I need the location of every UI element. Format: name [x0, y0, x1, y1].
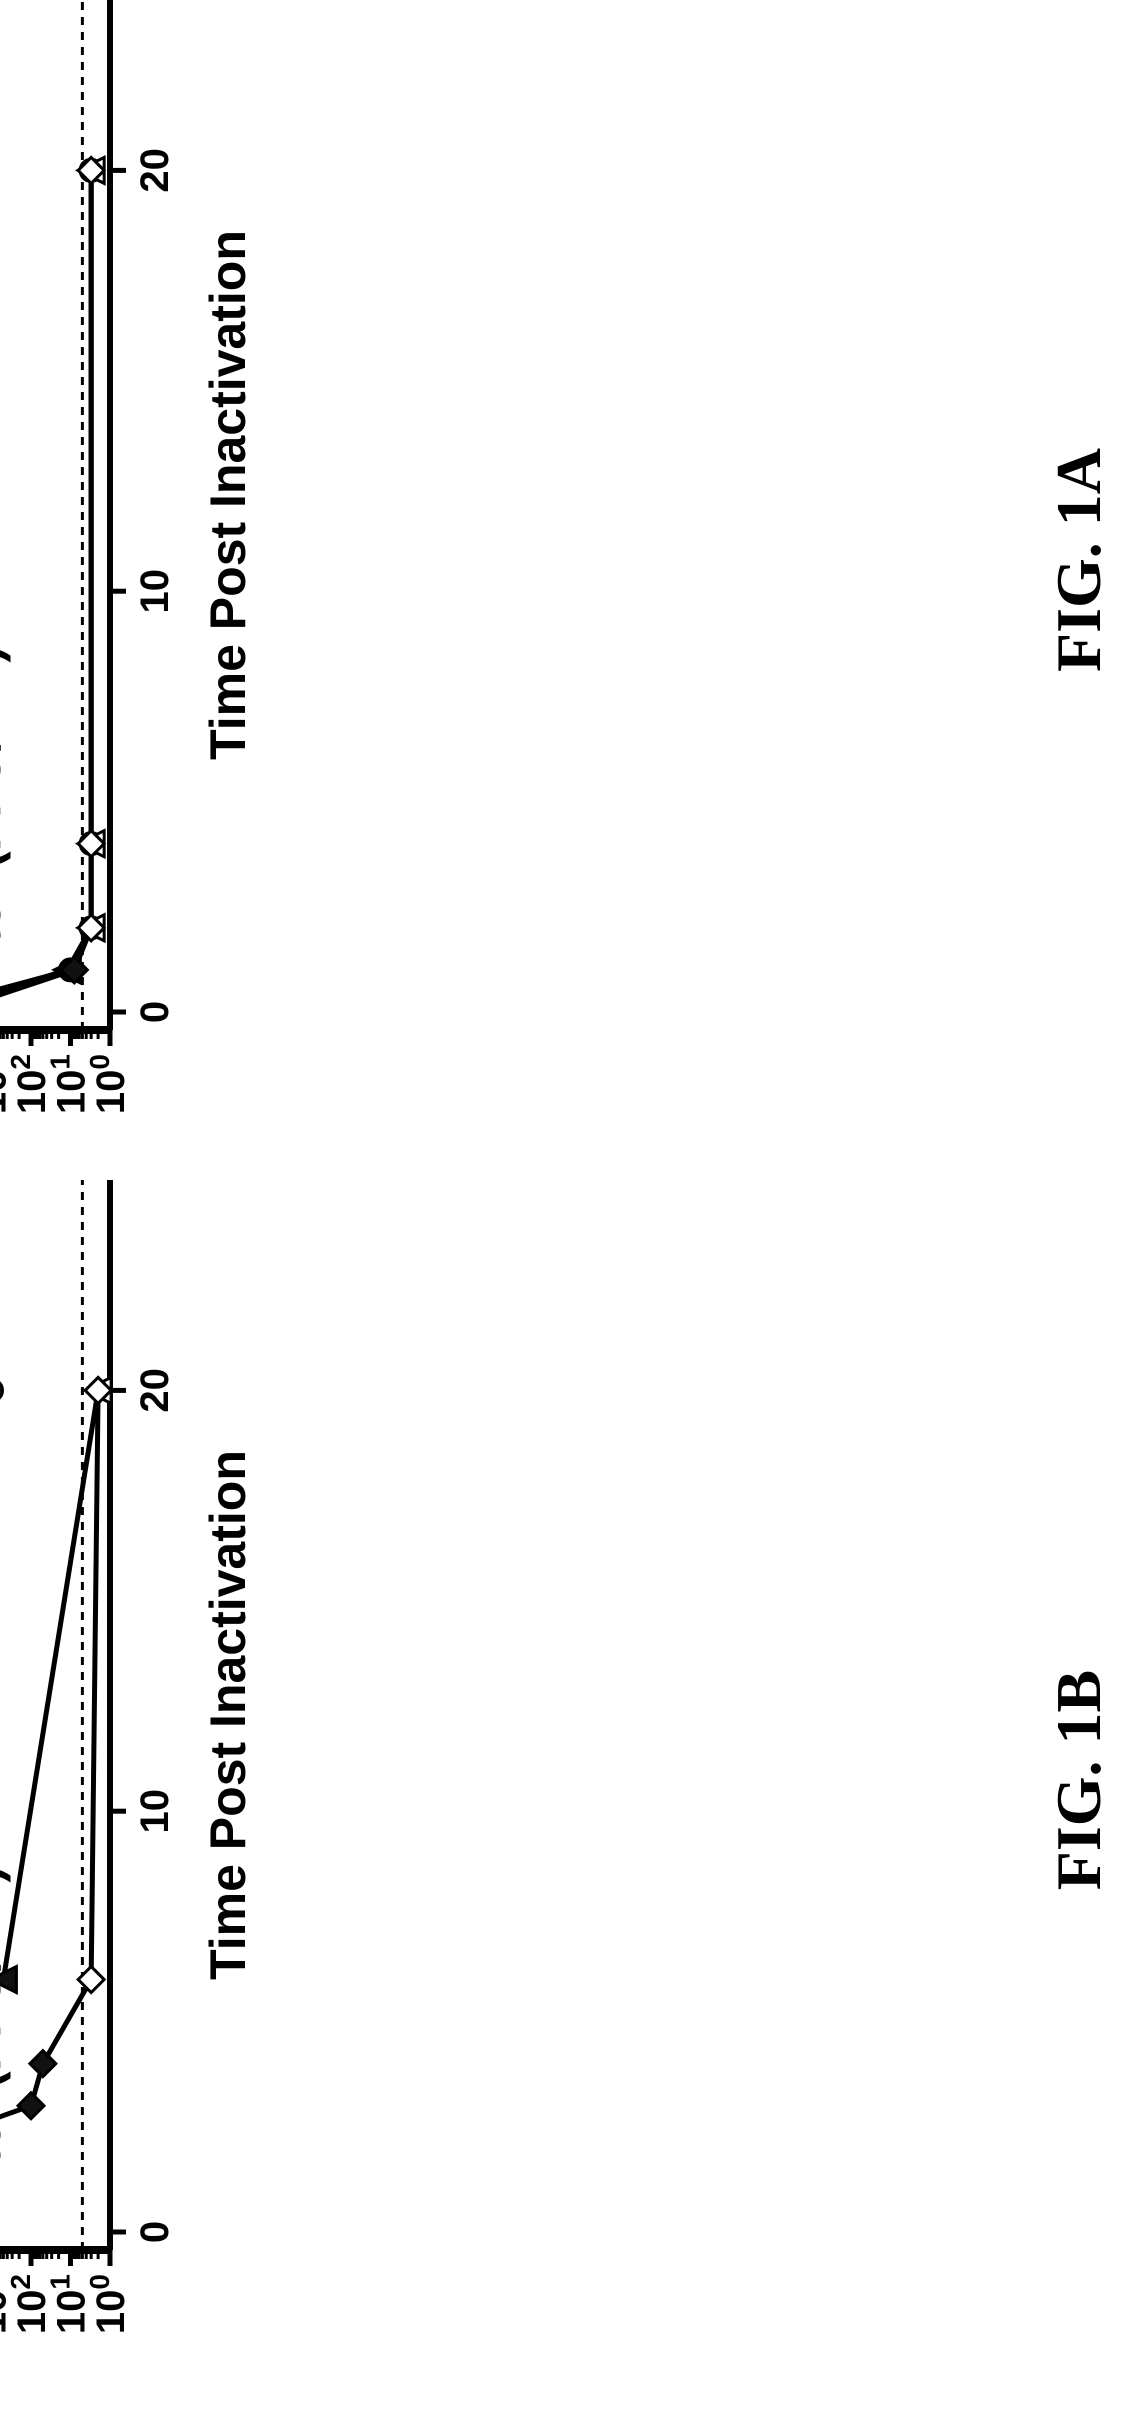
data-point-diamond	[76, 828, 107, 859]
data-point-diamond	[76, 155, 107, 186]
series-line-diamond	[0, 1390, 101, 2234]
data-point-triangle	[0, 1964, 18, 1995]
data-point-circle	[0, 1377, 4, 1403]
chart-panel-b: 100101102103104105106107108109101001020T…	[0, 1180, 256, 2390]
x-tick-label: 10	[133, 1789, 177, 1834]
series-line-diamond	[0, 170, 94, 1015]
x-axis-title: Time Post Inactivation	[200, 230, 256, 760]
chart-panel-a: 100101102103104105106107108109101001020T…	[0, 0, 256, 1170]
y-axis-title: DENV2 Titer (PFU/mL)	[0, 1866, 11, 2390]
y-tick-label: 101	[44, 1054, 94, 1114]
figure-caption: FIG. 1B	[1043, 1670, 1114, 1890]
x-axis-title: Time Post Inactivation	[200, 1450, 256, 1980]
figure-caption-group: FIG. 1B	[1043, 1670, 1114, 1890]
series-line-triangle	[0, 170, 94, 1015]
data-point-diamond	[27, 2048, 59, 2079]
data-point-diamond	[15, 2090, 47, 2121]
data-point-diamond	[82, 1375, 114, 1406]
x-tick-label: 0	[133, 1001, 177, 1023]
x-tick-label: 20	[133, 1368, 177, 1413]
y-tick-label: 100	[84, 1054, 134, 1114]
series-line-circle	[0, 170, 94, 1015]
x-tick-label: 0	[133, 2221, 177, 2243]
data-point-diamond	[76, 1964, 107, 1995]
y-tick-label: 100	[84, 2274, 134, 2334]
data-point-diamond	[59, 954, 90, 986]
y-tick-label: 103	[0, 1054, 15, 1114]
figure-caption-group: FIG. 1A	[1043, 448, 1114, 672]
y-tick-label: 102	[5, 1054, 55, 1114]
y-axis-title: DENV2 Titer (PFU/mL)	[0, 646, 11, 1170]
x-tick-label: 20	[133, 148, 177, 193]
y-tick-label: 101	[44, 2274, 94, 2334]
y-tick-label: 102	[5, 2274, 55, 2334]
y-tick-label: 103	[0, 2274, 15, 2334]
figure-caption: FIG. 1A	[1043, 448, 1114, 672]
data-point-diamond	[76, 912, 107, 943]
x-tick-label: 10	[133, 569, 177, 614]
